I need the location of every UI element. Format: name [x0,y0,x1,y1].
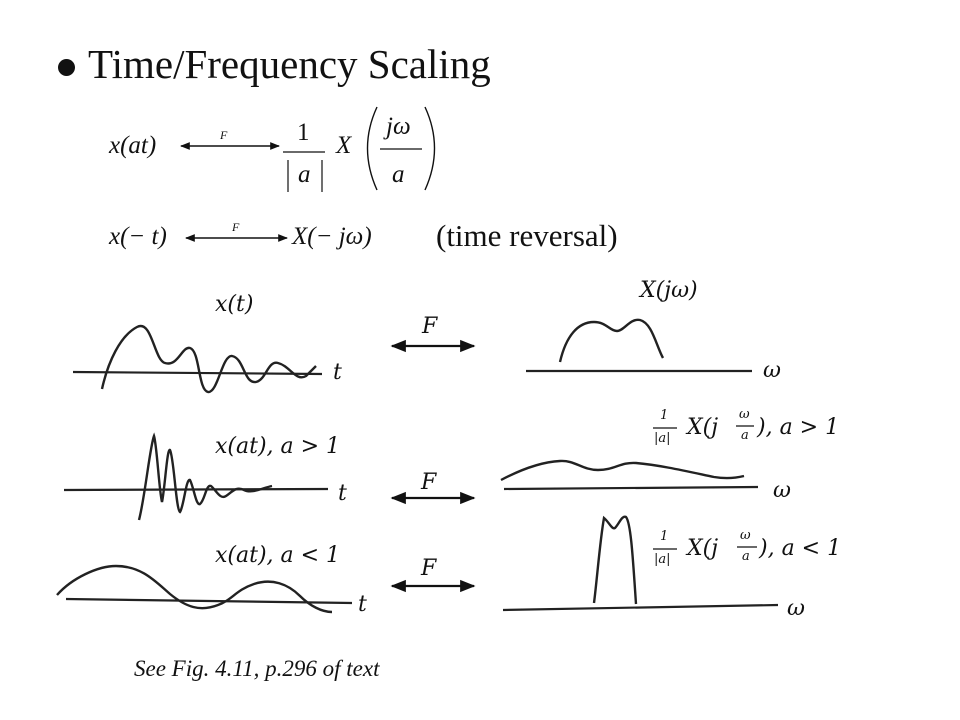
row2-w-axis-label: ω [773,478,791,503]
slide-title: Time/Frequency Scaling [58,40,491,88]
reversal-lhs: x(− t) [109,223,167,250]
row3-time-waveform [56,564,333,614]
row2-coef-num: 1 [660,408,669,423]
row2-freq-axis [503,485,759,491]
row1-time-label: x(t) [215,292,254,317]
row1-spectrum [558,318,665,363]
slide-title-text: Time/Frequency Scaling [88,41,491,87]
row2-coef-den: |a| [654,431,671,446]
row3-coef-num: 1 [660,529,669,544]
row3-time-axis [65,597,353,605]
reversal-arrow-label: F [232,220,240,234]
row3-w-axis-label: ω [787,596,805,621]
row3-freq-X: X(j [687,536,719,561]
big-paren-left [366,106,378,191]
row1-freq-label: X(jω) [640,278,698,303]
scaling-lhs: x(at) [109,132,157,159]
row1-transform-label: F [422,314,438,339]
row3-freq-tail: ), a < 1 [759,536,842,561]
scaling-arrow-label: F [220,128,228,142]
row2-freq-X: X(j [687,415,719,440]
scaling-coef-num: 1 [297,119,310,146]
row3-w-den: a [742,549,750,564]
reversal-caption: (time reversal) [436,218,618,253]
big-paren-right [424,106,436,191]
bullet-icon [58,58,75,76]
row1-t-axis-label: t [333,360,342,385]
row3-time-label: x(at), a < 1 [215,543,341,568]
row1-w-axis-label: ω [763,358,781,383]
reversal-rhs: X(− jω) [292,223,372,250]
row3-w-num: ω [740,528,751,543]
row2-freq-tail: ), a > 1 [757,415,840,440]
row3-t-axis-label: t [358,592,367,617]
row3-coef-den: |a| [654,552,671,567]
row3-freq-axis [502,603,779,612]
scaling-arg-num: jω [386,113,411,140]
row2-w-num: ω [739,407,750,422]
scaling-arg-den: a [392,161,405,188]
row2-time-axis [63,487,329,492]
row2-transform-label: F [421,470,437,495]
row1-time-axis [72,370,323,376]
row2-t-axis-label: t [338,481,347,506]
row3-spectrum [592,515,638,605]
figure-reference-note: See Fig. 4.11, p.296 of text [134,656,380,681]
row1-time-waveform [100,324,317,394]
scaling-coef-den-a: a [298,161,311,188]
row2-time-label: x(at), a > 1 [215,434,341,459]
row2-spectrum [500,459,745,482]
row2-w-den: a [741,428,749,443]
row2-time-waveform [137,432,273,521]
row3-transform-label: F [421,556,437,581]
scaling-X: X [336,132,352,159]
